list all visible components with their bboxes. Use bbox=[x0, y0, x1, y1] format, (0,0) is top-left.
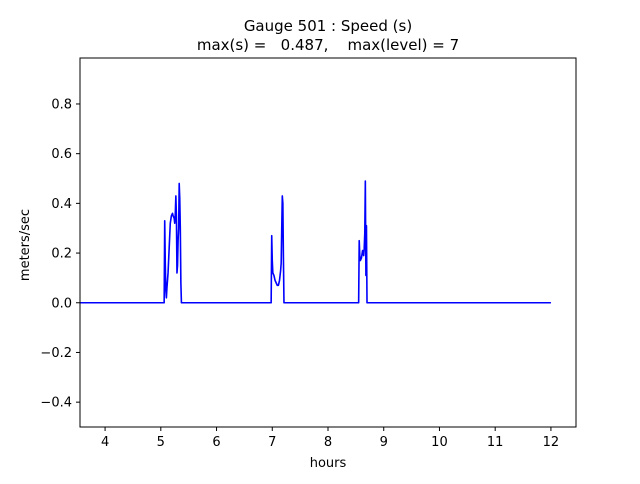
y-tick-label: −0.4 bbox=[40, 396, 72, 411]
y-tick-label: 0.8 bbox=[51, 97, 72, 112]
x-axis-label: hours bbox=[310, 456, 347, 471]
x-tick-label: 5 bbox=[157, 435, 165, 450]
y-tick-label: −0.2 bbox=[40, 346, 72, 361]
y-tick-label: 0.4 bbox=[51, 197, 72, 212]
plot-area bbox=[80, 180, 551, 304]
y-axis-label: meters/sec bbox=[18, 209, 33, 281]
y-tick-label: 0.0 bbox=[51, 296, 72, 311]
x-tick-label: 11 bbox=[487, 435, 504, 450]
x-tick-label: 12 bbox=[543, 435, 560, 450]
plot-frame bbox=[79, 57, 577, 428]
y-tick-label: 0.6 bbox=[51, 147, 72, 162]
series-line-0 bbox=[80, 180, 551, 304]
x-tick-label: 4 bbox=[101, 435, 109, 450]
x-tick-label: 7 bbox=[268, 435, 276, 450]
x-tick-label: 8 bbox=[324, 435, 332, 450]
chart-title: Gauge 501 : Speed (s) bbox=[244, 17, 412, 35]
x-tick-label: 6 bbox=[212, 435, 220, 450]
x-tick-label: 10 bbox=[431, 435, 448, 450]
axis-ticks: 4 5 6 7 8 9 10 11 12 −0.4 −0.2 0.0 0.2 0.4 0.6 0.8 bbox=[40, 97, 559, 450]
x-tick-label: 9 bbox=[380, 435, 388, 450]
y-tick-label: 0.2 bbox=[51, 247, 72, 262]
chart-subtitle: max(s) = 0.487, max(level) = 7 bbox=[197, 36, 459, 54]
